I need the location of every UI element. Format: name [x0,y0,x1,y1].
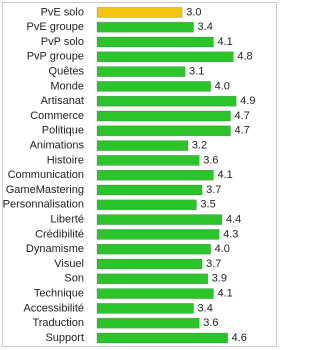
category-label: PvP solo [41,36,84,48]
bar [96,95,237,107]
bar [96,66,186,77]
value-label: 4.8 [237,51,252,63]
value-label: 3.5 [200,199,215,211]
category-label: Son [64,273,84,285]
bar [96,258,203,270]
category-label: PvP groupe [27,51,84,63]
category-label: Quêtes [49,66,85,78]
bar [96,317,200,329]
bar [96,303,194,314]
bar [96,184,203,196]
value-label: 3.2 [192,140,207,152]
value-label: 3.9 [212,273,227,285]
bar [96,140,189,151]
category-label: GameMastering [6,184,84,196]
bar [96,169,214,181]
chart: PvE solo 3.0 PvE groupe 3.4 PvP solo 4.1 PvP g… [2,2,277,347]
category-label: PvE solo [41,6,84,18]
category-label: Personnalisation [3,199,84,211]
category-label: Communication [8,169,84,181]
bar [96,21,194,33]
value-label: 4.0 [215,243,230,255]
value-label: 4.0 [215,80,230,92]
category-label: Histoire [47,154,84,166]
category-label: Artisanat [41,95,84,107]
category-label: Liberté [50,214,84,226]
category-label: Traduction [32,317,84,329]
value-label: 3.7 [206,258,221,270]
value-label: 4.3 [223,228,238,240]
value-label: 4.6 [232,332,247,344]
category-label: PvE groupe [27,21,84,33]
category-label: Visuel [54,258,84,270]
value-label: 4.1 [217,288,232,300]
value-label: 4.1 [217,169,232,181]
bar [96,155,200,166]
value-label: 3.0 [186,6,201,18]
category-label: Accessibilité [23,302,84,314]
category-label: Politique [42,125,84,137]
value-label: 3.7 [206,184,221,196]
category-label: Commerce [30,110,84,122]
category-label: Monde [50,80,84,92]
bar [96,214,223,225]
category-label: Dynamisme [26,243,84,255]
value-label: 4.1 [217,36,232,48]
category-label: Animations [30,140,85,152]
bar [96,7,183,18]
value-label: 3.6 [203,317,218,329]
bar [96,110,231,122]
value-label: 4.7 [234,125,249,137]
value-label: 4.9 [240,95,255,107]
value-label: 3.4 [198,302,213,314]
category-label: Support [45,332,84,344]
value-label: 3.1 [189,66,204,78]
category-label: Crédibilité [35,228,84,240]
value-label: 3.6 [203,154,218,166]
bar [96,273,209,285]
category-label: Technique [34,288,84,300]
bar [96,51,234,63]
bar [96,36,214,48]
bar [96,199,197,211]
value-label: 3.4 [198,21,213,33]
bar [96,125,231,137]
bar [96,332,228,344]
bar [96,81,211,92]
bar [96,229,220,240]
value-label: 4.4 [226,214,241,226]
bar [96,243,211,255]
value-label: 4.7 [234,110,249,122]
bar [96,288,214,299]
